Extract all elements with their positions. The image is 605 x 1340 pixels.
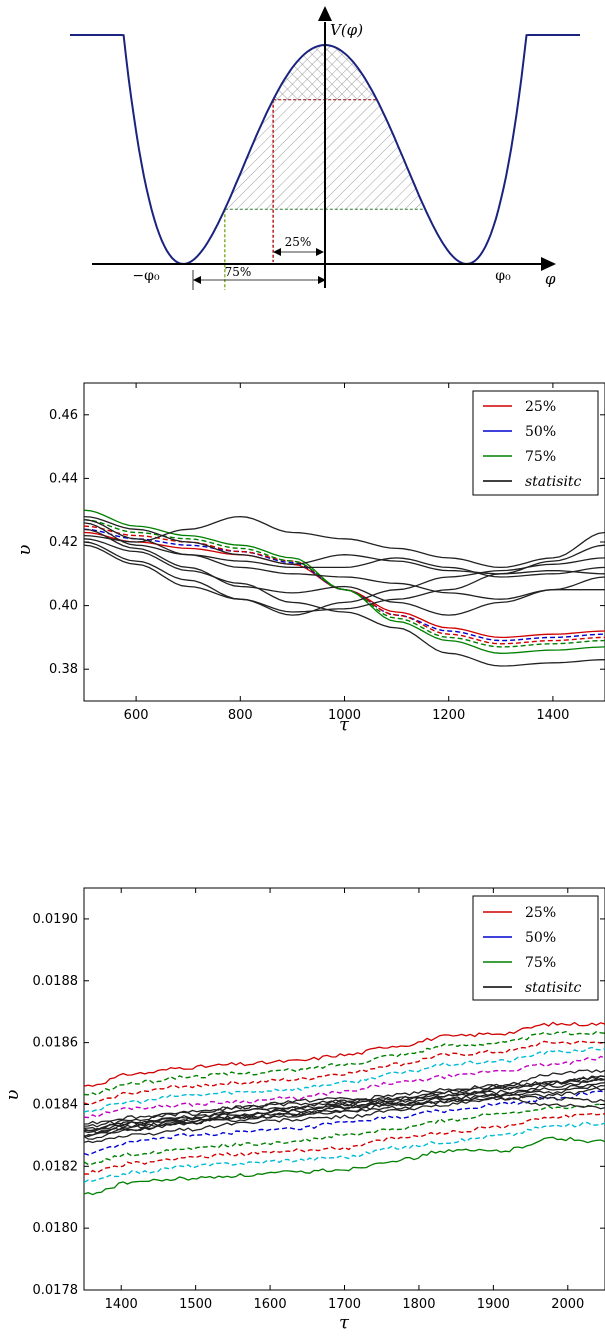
dim-arrow-75-left: [193, 276, 201, 284]
y-tick-label: 0.0184: [33, 1097, 79, 1112]
y-tick-label: 0.0186: [33, 1036, 79, 1051]
x-tick-label: 1200: [432, 708, 465, 723]
series-line-10: [84, 1136, 605, 1196]
legend-2: 25% 50% 75% statisitc: [472, 390, 599, 496]
series-line-3: [84, 1040, 605, 1106]
series-line-17: [84, 1078, 605, 1125]
series-line-9: [84, 541, 605, 613]
dim-arrow-25-right: [316, 248, 324, 256]
y-axis-title: V(φ): [330, 21, 363, 39]
series-line-11: [84, 1075, 605, 1131]
y-tick-label: 0.0182: [33, 1159, 79, 1174]
series-line-2: [84, 1030, 605, 1096]
y-axis-label-2: υ: [14, 544, 35, 555]
series-line-4: [84, 1046, 605, 1113]
series-line-18: [84, 1096, 605, 1138]
series-line-12: [84, 515, 605, 575]
x-axis-title: φ: [545, 270, 556, 288]
series-line-5: [84, 509, 605, 654]
y-tick-label: 0.40: [49, 599, 78, 614]
dim-arrow-25-left: [273, 248, 281, 256]
series-line-19: [84, 1089, 605, 1132]
series-line-8: [84, 522, 605, 578]
legend-label-25: 25%: [525, 905, 556, 921]
series-line-6: [84, 1090, 605, 1156]
x-tick-label: 1600: [254, 1297, 287, 1312]
legend-3: 25% 50% 75% statisitc: [472, 895, 599, 1001]
x-tick-label: 1400: [105, 1297, 138, 1312]
series-group-3: [84, 1021, 605, 1196]
legend-label-75: 75%: [525, 955, 556, 971]
series-line-13: [84, 519, 605, 600]
series-line-5: [84, 1055, 605, 1119]
y-tick-label: 0.44: [49, 471, 78, 486]
series-line-7: [84, 1103, 605, 1166]
legend-label-50: 50%: [525, 424, 556, 440]
x-tick-label: 2000: [551, 1297, 584, 1312]
chart-panel-2: 600 800 1000 1200 1400 0.38 0.40 0.42 0.44 0.46 τ…: [14, 382, 605, 735]
ticks-3: 1400 1500 1600 1700 1800 1900 2000 0.0178 0.0180…: [33, 888, 605, 1312]
x-axis-label-3: τ: [339, 1312, 350, 1333]
legend-label-statisitc: statisitc: [525, 980, 582, 996]
legend-box-3: [472, 895, 599, 1001]
x-tick-label: 1500: [179, 1297, 212, 1312]
legend-label-25: 25%: [525, 399, 556, 415]
series-line-1: [84, 1021, 605, 1087]
y-tick-label: 0.0180: [33, 1221, 79, 1236]
series-line-11: [84, 544, 605, 616]
x-tick-label: 1800: [402, 1297, 435, 1312]
y-tick-label: 0.0190: [33, 912, 79, 927]
y-axis-label-3: υ: [2, 1089, 23, 1100]
label-75-percent: 75%: [225, 265, 252, 279]
series-line-2: [84, 528, 605, 642]
x-tick-label: 1900: [477, 1297, 510, 1312]
x-tick-label: 1400: [536, 708, 569, 723]
legend-label-75: 75%: [525, 449, 556, 465]
y-axis-arrowhead: [318, 6, 332, 21]
ticks-2: 600 800 1000 1200 1400 0.38 0.40 0.42 0.44 0.46: [49, 383, 605, 723]
series-line-7: [84, 538, 605, 667]
y-tick-label: 0.42: [49, 535, 78, 550]
series-line-10: [84, 528, 605, 616]
legend-label-50: 50%: [525, 930, 556, 946]
y-tick-label: 0.0178: [33, 1283, 79, 1298]
series-line-20: [84, 1075, 605, 1134]
tick-label-phi0: φ₀: [495, 268, 511, 284]
legend-label-statisitc: statisitc: [525, 474, 582, 490]
x-tick-label: 600: [124, 708, 149, 723]
y-tick-label: 0.38: [49, 662, 78, 677]
dim-arrow-75-right: [318, 276, 326, 284]
x-tick-label: 1700: [328, 1297, 361, 1312]
y-tick-label: 0.46: [49, 408, 78, 423]
tick-label-neg-phi0: −φ₀: [132, 268, 160, 284]
y-tick-label: 0.0188: [33, 974, 79, 989]
x-tick-label: 800: [228, 708, 253, 723]
x-axis-label-2: τ: [339, 714, 350, 735]
potential-diagram: V(φ) φ −φ₀ φ₀ 25% 75%: [70, 6, 580, 290]
label-25-percent: 25%: [285, 235, 312, 249]
series-line-12: [84, 1082, 605, 1138]
x-tick-label: 1000: [328, 708, 361, 723]
x-axis-arrowhead: [541, 257, 556, 271]
chart-panel-3: 1400 1500 1600 1700 1800 1900 2000 0.0178 0.0180…: [2, 887, 605, 1333]
series-line-6: [84, 515, 605, 569]
series-group-2: [84, 509, 605, 667]
legend-box-2: [472, 390, 599, 496]
series-line-9: [84, 1121, 605, 1184]
